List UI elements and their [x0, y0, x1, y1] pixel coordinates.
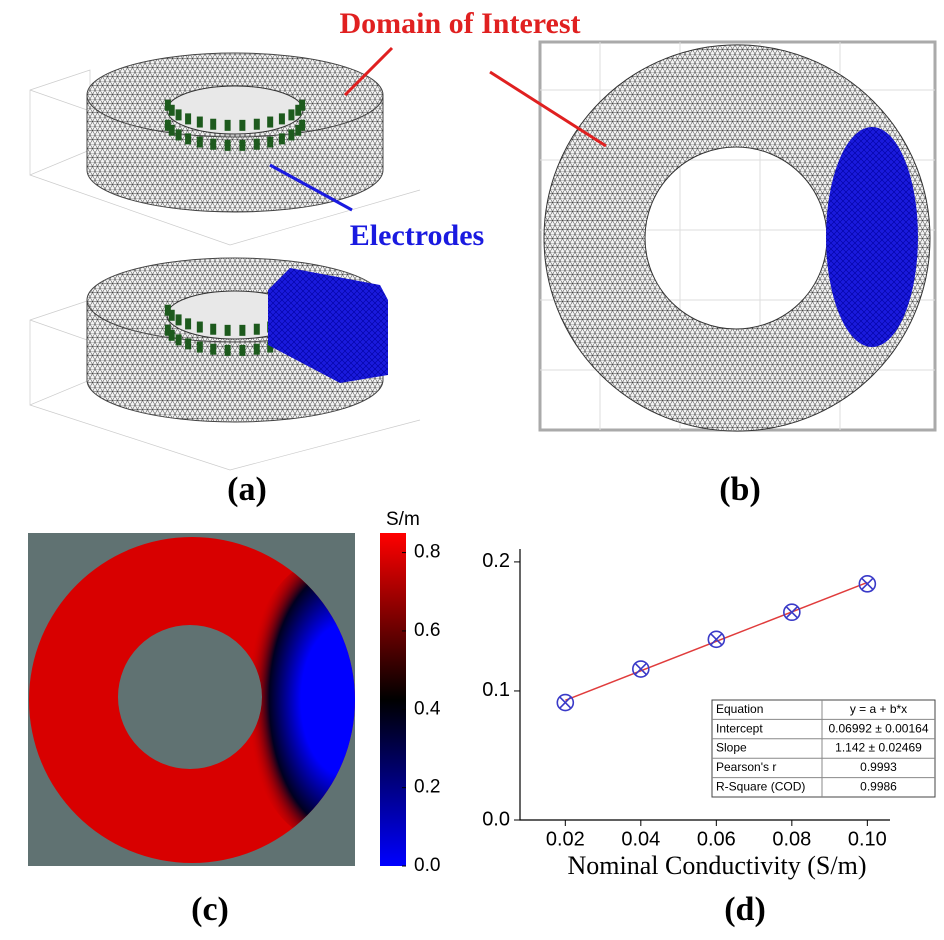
panel-c: 0.0 0.2 0.4 0.6 0.8 S/m (c): [28, 509, 441, 928]
y-tick-label: 0.1: [482, 679, 510, 701]
colorbar-tick-label: 0.2: [414, 777, 440, 798]
electrode: [299, 120, 305, 131]
electrode: [239, 345, 245, 356]
electrode: [254, 139, 260, 150]
fit-line: [565, 582, 867, 700]
marker-cross: [560, 697, 571, 708]
annotation: Electrodes: [350, 219, 484, 252]
marker: [557, 695, 573, 711]
panel-d: (d) 0.0 0.1 0.2 0.02 0.04 0.06 0.08 0.10Nominal…: [482, 549, 935, 928]
electrode: [288, 129, 294, 140]
x-tick-label: 0.04: [621, 828, 660, 850]
electrode: [239, 325, 245, 336]
table-cell: R-Square (COD): [716, 779, 805, 793]
electrode: [185, 338, 191, 349]
electrode: [279, 113, 285, 124]
electrode: [197, 137, 203, 148]
marker-cross: [786, 607, 797, 618]
electrode: [169, 310, 175, 321]
electrode: [225, 345, 231, 356]
marker: [784, 604, 800, 620]
electrode: [185, 113, 191, 124]
electrode: [176, 109, 182, 120]
electrode: [210, 324, 216, 335]
electrode: [239, 120, 245, 131]
electrode: [169, 105, 175, 116]
electrode: [185, 133, 191, 144]
x-tick-label: 0.08: [772, 828, 811, 850]
x-axis-label: Nominal Conductivity (S/m): [568, 851, 867, 880]
electrode: [267, 117, 273, 128]
y-tick-label: 0.0: [482, 808, 510, 830]
blue-region: [826, 127, 918, 347]
electrode: [239, 140, 245, 151]
colorbar-tick-label: 0.0: [414, 855, 440, 876]
y-tick-label: 0.2: [482, 550, 510, 572]
electrode: [288, 109, 294, 120]
panel-b: (b): [490, 42, 935, 508]
x-tick-label: 0.06: [697, 828, 736, 850]
electrode: [210, 344, 216, 355]
panel-label: (b): [719, 471, 761, 508]
electrode: [176, 314, 182, 325]
torus-bottom: [87, 258, 388, 422]
electrode: [169, 125, 175, 136]
electrode: [279, 133, 285, 144]
electrode: [254, 344, 260, 355]
table-cell: Intercept: [716, 721, 763, 735]
colorbar: [380, 533, 406, 866]
electrode: [210, 139, 216, 150]
table-cell: Pearson's r: [716, 760, 776, 774]
table-cell: 0.9986: [860, 779, 897, 793]
torus-top: [87, 53, 383, 212]
electrode: [225, 120, 231, 131]
table-cell: y = a + b*x: [850, 702, 907, 716]
electrode: [254, 324, 260, 335]
panel-label: (a): [227, 471, 267, 508]
table-cell: 0.06992 ± 0.00164: [828, 721, 928, 735]
electrode: [197, 117, 203, 128]
electrode: [176, 334, 182, 345]
electrode: [210, 119, 216, 130]
colorbar-tick-label: 0.8: [414, 542, 440, 563]
table-cell: Equation: [716, 702, 763, 716]
figure: Domain of Interest Electrodes (a) (b) 0.…: [0, 0, 944, 935]
page: {"annotations": {"domain": "Domain of In…: [0, 0, 944, 940]
colorbar-tick-label: 0.4: [414, 698, 441, 719]
panel-label: (c): [191, 891, 229, 928]
electrode: [197, 342, 203, 353]
table-cell: Slope: [716, 741, 747, 755]
electrode: [185, 318, 191, 329]
electrode: [176, 129, 182, 140]
colorbar-unit: S/m: [386, 509, 420, 530]
electrode: [169, 330, 175, 341]
electrode: [225, 140, 231, 151]
electrode: [267, 137, 273, 148]
x-tick-label: 0.10: [848, 828, 887, 850]
table-cell: 0.9993: [860, 760, 897, 774]
table-cell: 1.142 ± 0.02469: [835, 741, 922, 755]
panel-label: (d): [724, 891, 766, 928]
x-tick-label: 0.02: [546, 828, 585, 850]
electrode: [225, 325, 231, 336]
panel-a: Domain of Interest Electrodes (a): [30, 7, 581, 508]
colorbar-tick-label: 0.6: [414, 620, 440, 641]
electrode: [197, 322, 203, 333]
annotation: Domain of Interest: [339, 7, 580, 40]
electrode: [254, 119, 260, 130]
electrode: [299, 100, 305, 111]
